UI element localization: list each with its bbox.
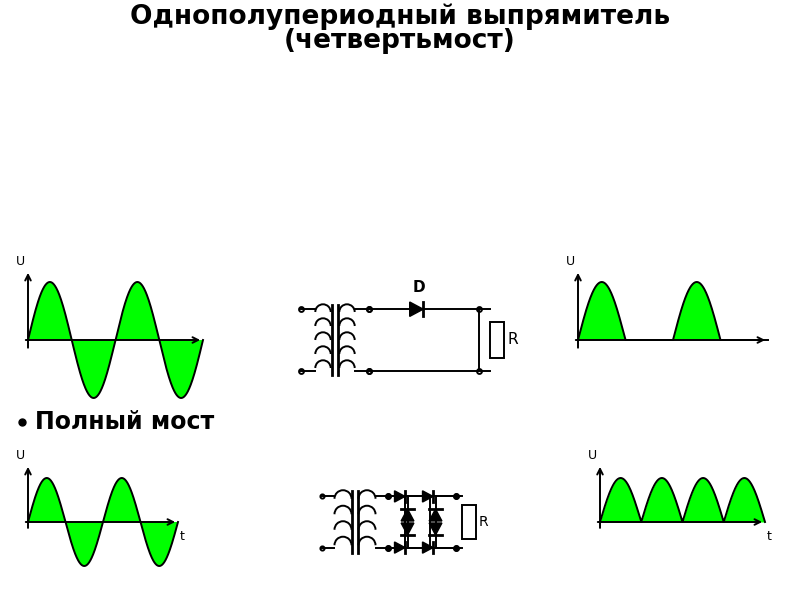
Polygon shape [422,542,433,553]
Polygon shape [429,523,442,535]
Polygon shape [401,523,414,535]
Bar [490,322,504,358]
Text: t: t [180,530,185,543]
Text: U: U [588,449,597,462]
Polygon shape [429,509,442,521]
Text: R: R [508,332,518,347]
Polygon shape [410,302,423,316]
Polygon shape [394,542,405,553]
Polygon shape [422,491,433,502]
Text: Полный мост: Полный мост [35,410,214,434]
Text: U: U [566,255,575,268]
Polygon shape [401,509,414,521]
Text: U: U [16,449,25,462]
Text: (четвертьмост): (четвертьмост) [284,28,516,54]
Text: U: U [16,255,25,268]
Bar [462,505,475,539]
Text: D: D [412,280,425,295]
Text: R: R [478,515,488,529]
Polygon shape [394,491,405,502]
Text: t: t [767,530,772,543]
Text: Однополупериодный выпрямитель: Однополупериодный выпрямитель [130,3,670,29]
